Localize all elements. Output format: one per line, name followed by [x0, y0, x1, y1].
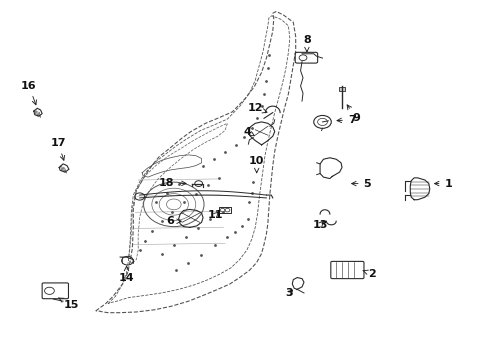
Text: 2: 2	[362, 269, 375, 279]
Text: 5: 5	[351, 179, 370, 189]
Text: 13: 13	[312, 220, 327, 230]
Text: 17: 17	[50, 139, 66, 160]
Text: 1: 1	[434, 179, 451, 189]
Text: 16: 16	[21, 81, 37, 105]
Text: 14: 14	[119, 266, 134, 283]
Text: 8: 8	[303, 35, 310, 52]
Text: 3: 3	[285, 288, 293, 298]
Text: 4: 4	[243, 127, 254, 136]
Text: 6: 6	[166, 216, 181, 226]
FancyBboxPatch shape	[338, 87, 345, 91]
Text: 11: 11	[207, 210, 223, 220]
Text: 9: 9	[346, 105, 360, 123]
Text: 12: 12	[247, 103, 266, 113]
Text: 10: 10	[248, 156, 264, 173]
Text: 7: 7	[336, 115, 355, 125]
Text: 15: 15	[59, 298, 79, 310]
Text: 18: 18	[159, 178, 186, 188]
